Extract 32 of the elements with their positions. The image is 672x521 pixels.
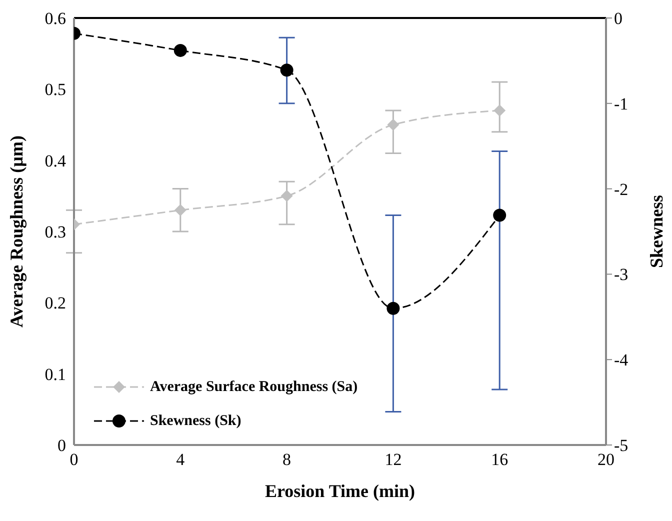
legend-label: Skewness (Sk): [150, 412, 242, 430]
y2-tick-label: 0: [614, 9, 622, 28]
x-tick-label: 4: [176, 450, 186, 470]
x-axis-title: Erosion Time (min): [264, 481, 416, 501]
point: [387, 118, 400, 131]
point: [494, 104, 506, 117]
x-tick-label: 0: [70, 450, 78, 470]
point: [493, 208, 506, 222]
y2-tick-label: -1: [614, 94, 628, 114]
y-tick-label: 0.4: [44, 151, 66, 170]
legend-label: Average Surface Roughness (Sa): [150, 378, 358, 396]
y-tick-label: 0.3: [44, 222, 66, 242]
point: [174, 44, 187, 57]
point: [280, 64, 294, 77]
point: [386, 302, 400, 315]
y-tick-label: 0: [58, 436, 66, 456]
x-tick-label: 12: [384, 450, 402, 470]
x-tick-label: 8: [282, 450, 292, 470]
y-tick-label: 0.5: [44, 80, 66, 100]
y2-tick-label: -2: [614, 180, 628, 199]
y2-axis-title: Skewness: [646, 194, 666, 268]
point: [280, 190, 293, 202]
y-tick-label: 0.1: [44, 364, 66, 384]
y-axis-title: Average Roughness (µm): [6, 135, 26, 328]
y-tick-label: 0.2: [44, 294, 66, 313]
point: [174, 204, 186, 216]
x-tick-label: 16: [491, 450, 508, 470]
y2-tick-label: -3: [614, 265, 628, 284]
y2-tick-label: -5: [614, 436, 628, 456]
y-tick-label: 0.6: [44, 9, 66, 28]
x-tick-label: 20: [598, 450, 614, 470]
y2-tick-label: -4: [614, 350, 629, 370]
